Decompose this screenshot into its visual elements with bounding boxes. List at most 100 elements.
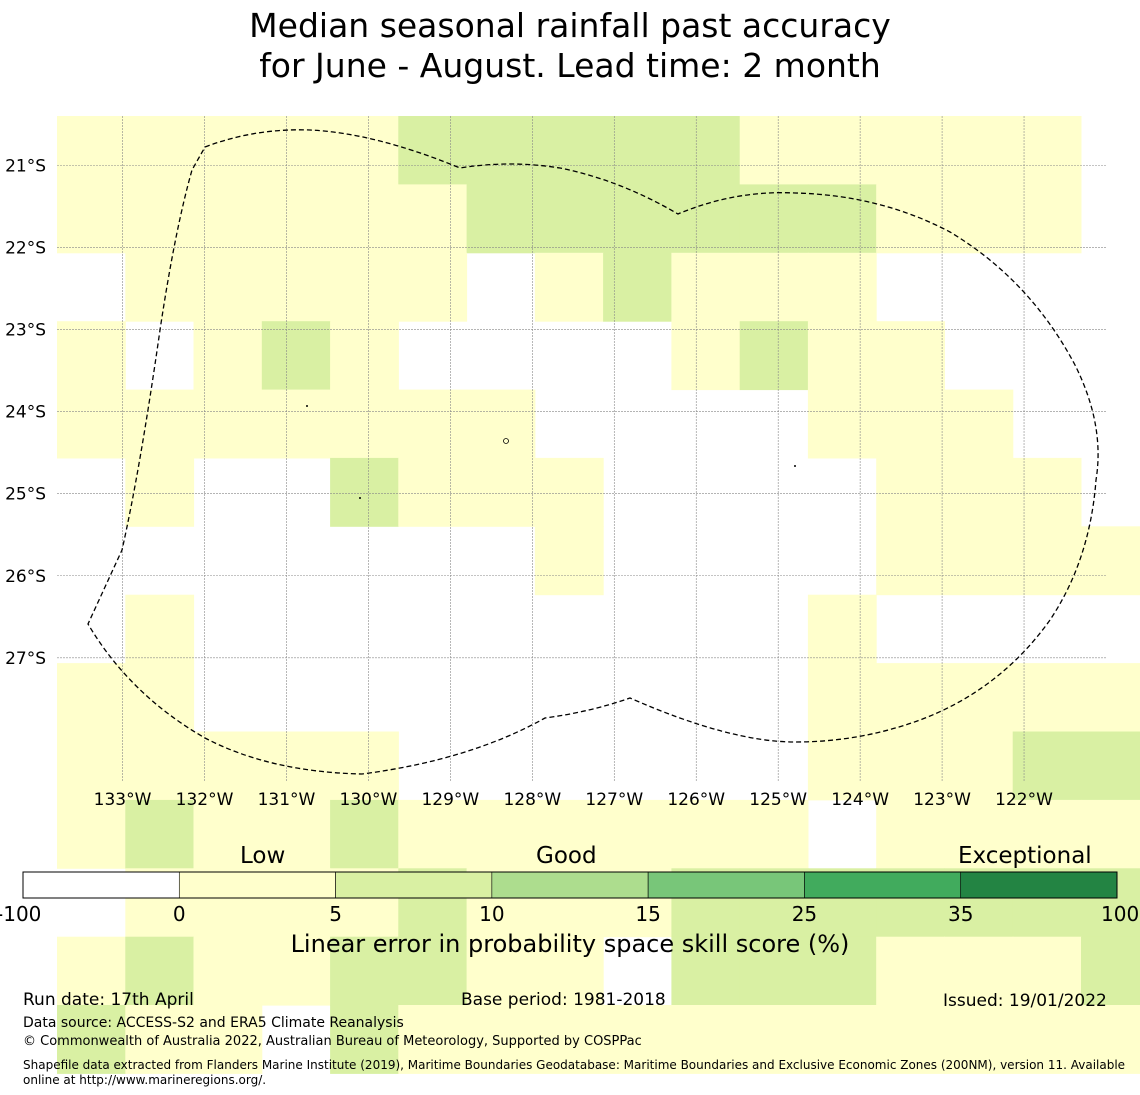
grid-cell: [125, 663, 195, 732]
latitude-tick-label: 22°S: [5, 238, 46, 258]
grid-cell: [193, 389, 263, 459]
longitude-ticks: 133°W 132°W 131°W 130°W 129°W 128°W 127°W 126°W…: [94, 790, 1053, 810]
grid-cell: [603, 799, 672, 869]
grid-cell: [807, 252, 877, 322]
grid-cell: [57, 731, 126, 801]
colorbar-segment: [804, 871, 962, 899]
grid-cell: [57, 1005, 126, 1074]
grid-cell: [330, 184, 399, 254]
grid-cell: [739, 936, 809, 1006]
grid-cell: [807, 936, 877, 1006]
grid-cell: [398, 1005, 468, 1074]
grid-cell: [193, 936, 263, 1006]
colorbar-segment: [647, 871, 805, 899]
grid-cell: [603, 252, 672, 322]
longitude-tick-label: 127°W: [585, 790, 643, 810]
colorbar-tick-label: -100: [0, 902, 42, 926]
shapefile-credit-line-2: online at http://www.marineregions.org/.: [23, 1073, 267, 1087]
grid-cell: [944, 731, 1014, 801]
longitude-tick-label: 131°W: [258, 790, 316, 810]
grid-cell: [330, 252, 399, 322]
grid-cell: [876, 526, 945, 596]
grid-cell: [671, 116, 741, 185]
grid-cell: [534, 1005, 604, 1074]
grid-cell: [944, 457, 1014, 527]
grid-cell: [944, 116, 1014, 185]
longitude-tick-label: 126°W: [667, 790, 725, 810]
grid-cell: [193, 184, 263, 254]
colorbar-title: Linear error in probability space skill …: [290, 930, 850, 958]
grid-cell: [398, 457, 468, 527]
grid-cell: [466, 184, 536, 254]
grid-cell: [398, 799, 468, 869]
grid-cell: [807, 663, 877, 732]
grid-cell: [534, 457, 604, 527]
grid-cell: [466, 389, 536, 459]
grid-cell: [534, 936, 604, 1006]
colorbar-label-exceptional: Exceptional: [958, 843, 1092, 869]
eez-boundary-line: [87, 129, 1099, 775]
latitude-tick-label: 26°S: [5, 567, 46, 587]
shapefile-credit-line-1: Shapefile data extracted from Flanders M…: [23, 1058, 1126, 1072]
grid-cell: [330, 731, 399, 801]
grid-cell: [330, 321, 399, 391]
map-title-line-2: for June - August. Lead time: 2 month: [259, 46, 881, 85]
longitude-tick-label: 123°W: [913, 790, 971, 810]
grid-cell: [603, 116, 672, 185]
grid-cell: [1081, 936, 1140, 1006]
grid-cell: [807, 321, 877, 391]
grid-cell: [57, 321, 126, 391]
longitude-tick-label: 132°W: [176, 790, 234, 810]
grid-cell: [398, 116, 468, 185]
grid-cell: [261, 936, 331, 1006]
grid-cell: [739, 252, 809, 322]
grid-cell: [125, 731, 195, 801]
grid-cell: [944, 663, 1014, 732]
grid-cell: [398, 389, 468, 459]
grid-cell: [1012, 799, 1082, 869]
colorbar-tick-label: 25: [791, 902, 818, 926]
grid-cell: [193, 321, 263, 391]
grid-cell: [125, 1005, 195, 1074]
grid-cell: [261, 389, 331, 459]
grid-cell: [125, 116, 195, 185]
grid-cell: [57, 389, 126, 459]
colorbar-tick-label: 100: [1101, 902, 1140, 926]
grid-cell: [876, 457, 945, 527]
grid-cell: [534, 252, 604, 322]
grid-cell: [876, 663, 945, 732]
grid-cell: [1012, 663, 1082, 732]
grid-cell: [739, 321, 809, 391]
latitude-tick-label: 23°S: [5, 320, 46, 340]
colorbar-segment: [335, 871, 493, 899]
colorbar-tick-label: 15: [635, 902, 661, 926]
latitude-tick-label: 25°S: [5, 485, 46, 505]
grid-cell: [125, 252, 195, 322]
island-markers: [306, 405, 796, 499]
grid-cell: [466, 936, 536, 1006]
grid-cell: [1012, 526, 1082, 596]
grid-cell: [1081, 731, 1140, 801]
grid-cell: [807, 389, 877, 459]
grid-cell: [125, 184, 195, 254]
grid-cell: [1081, 663, 1140, 732]
grid-cell: [398, 252, 468, 322]
grid-cell: [193, 799, 263, 869]
longitude-tick-label: 124°W: [831, 790, 889, 810]
grid-cell: [944, 184, 1014, 254]
grid-cell: [261, 184, 331, 254]
latitude-tick-label: 24°S: [5, 403, 46, 423]
grid-cell: [671, 1005, 741, 1074]
colorbar-label-good: Good: [536, 843, 597, 869]
grid-cell: [807, 184, 877, 254]
grid-cell: [261, 321, 331, 391]
longitude-tick-label: 128°W: [503, 790, 561, 810]
grid-cell: [1081, 526, 1140, 596]
grid-cell: [261, 116, 331, 185]
colorbar-label-low: Low: [240, 843, 286, 869]
grid-cell: [876, 1005, 945, 1074]
grid-cell: [671, 936, 741, 1006]
grid-cell: [807, 731, 877, 801]
grid-cell: [330, 799, 399, 869]
